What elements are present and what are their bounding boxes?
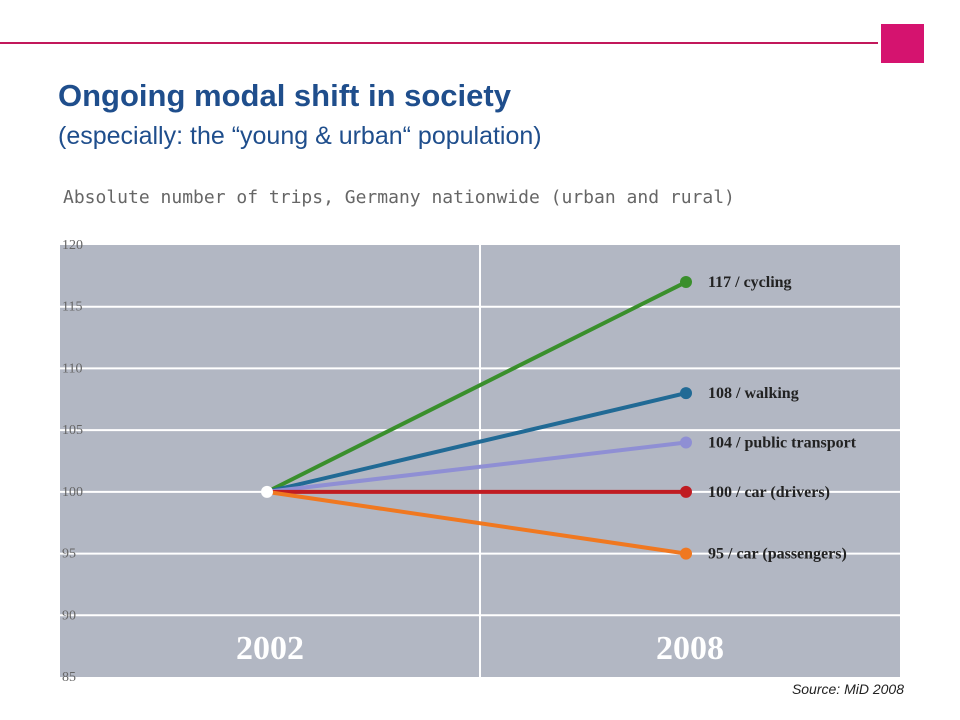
y-tick-label: 100: [62, 485, 83, 500]
header-rule: [0, 42, 878, 44]
x-tick-label: 2002: [236, 630, 304, 667]
x-tick-labels: 2002 2008: [236, 630, 724, 667]
chart-svg: 85 90 95 100 105 110 115 120 2002 2008 117 / cyc…: [60, 238, 900, 685]
chart-caption: Absolute number of trips, Germany nation…: [63, 187, 735, 208]
series-line: [266, 280, 687, 494]
series-label: 95 / car (passengers): [708, 546, 847, 563]
y-tick-label: 95: [62, 547, 76, 562]
series-label: 104 / public transport: [708, 434, 857, 451]
y-tick-label: 120: [62, 238, 83, 253]
series-end-point: [680, 485, 692, 498]
y-tick-label: 110: [62, 361, 82, 376]
y-tick-label: 105: [62, 423, 83, 438]
start-point: [261, 485, 273, 498]
y-tick-labels: 85 90 95 100 105 110 115 120: [62, 238, 83, 685]
series-end-point: [680, 387, 692, 400]
series-line: [266, 440, 687, 494]
x-tick-label: 2008: [656, 630, 724, 667]
page-subtitle: (especially: the “young & urban“ populat…: [58, 122, 542, 150]
page-title: Ongoing modal shift in society: [58, 78, 511, 113]
series-label: 100 / car (drivers): [708, 484, 830, 501]
y-tick-label: 90: [62, 608, 76, 623]
y-tick-label: 115: [62, 300, 82, 315]
line-chart: 85 90 95 100 105 110 115 120 2002 2008 117 / cyc…: [40, 225, 910, 685]
y-tick-label: 85: [62, 670, 76, 685]
series-line: [266, 391, 687, 494]
series-end-point: [680, 436, 692, 449]
series-end-point: [680, 547, 692, 560]
series-line: [266, 489, 687, 556]
series-end-point: [680, 276, 692, 289]
series-layer: 117 / cycling 108 / walking 104 / public t…: [261, 274, 857, 563]
series-label: 117 / cycling: [708, 274, 792, 291]
brand-square: [881, 24, 924, 63]
series-label: 108 / walking: [708, 385, 799, 402]
source-note: Source: MiD 2008: [791, 681, 904, 697]
